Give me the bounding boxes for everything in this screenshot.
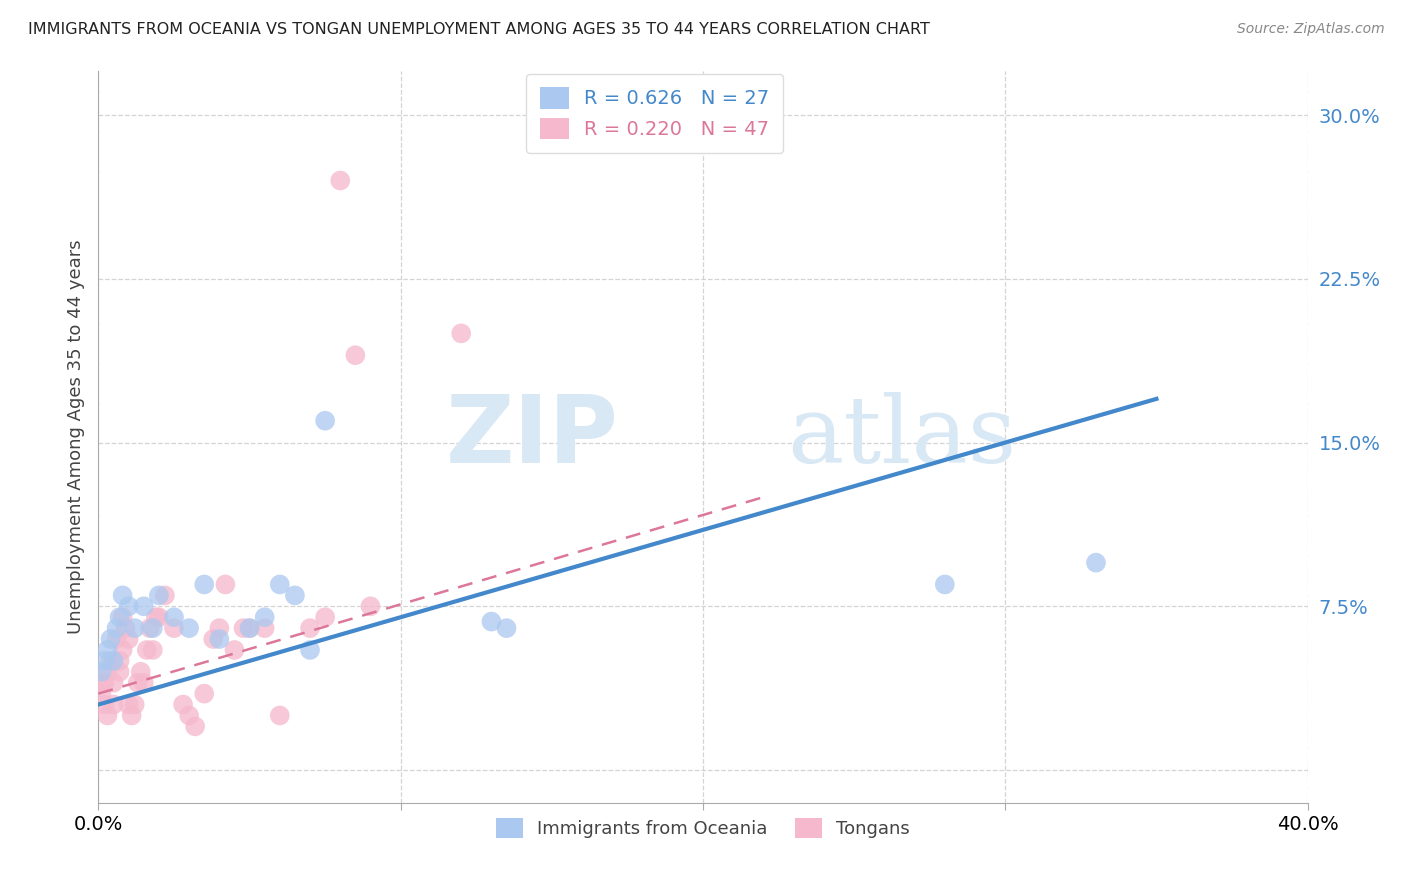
Point: [118, 632, 141, 646]
Point: [118, 599, 141, 614]
Point: [253, 610, 276, 624]
Point: [239, 621, 262, 635]
Point: [239, 621, 262, 635]
Point: [127, 675, 149, 690]
Point: [214, 577, 236, 591]
Point: [135, 643, 157, 657]
Point: [163, 610, 186, 624]
Point: [344, 348, 367, 362]
Point: [269, 577, 291, 591]
Point: [100, 632, 122, 646]
Text: IMMIGRANTS FROM OCEANIA VS TONGAN UNEMPLOYMENT AMONG AGES 35 TO 44 YEARS CORRELA: IMMIGRANTS FROM OCEANIA VS TONGAN UNEMPL…: [28, 22, 929, 37]
Text: atlas: atlas: [787, 392, 1017, 482]
Point: [253, 621, 276, 635]
Point: [111, 588, 134, 602]
Point: [193, 577, 215, 591]
Point: [202, 632, 225, 646]
Point: [284, 588, 307, 602]
Point: [299, 643, 322, 657]
Point: [481, 615, 503, 629]
Point: [105, 621, 128, 635]
Point: [139, 621, 162, 635]
Point: [93, 654, 115, 668]
Point: [148, 588, 170, 602]
Point: [450, 326, 472, 341]
Point: [299, 621, 322, 635]
Point: [179, 708, 201, 723]
Point: [90, 675, 112, 690]
Point: [96, 708, 118, 723]
Legend: Immigrants from Oceania, Tongans: Immigrants from Oceania, Tongans: [489, 811, 917, 845]
Point: [100, 654, 122, 668]
Y-axis label: Unemployment Among Ages 35 to 44 years: Unemployment Among Ages 35 to 44 years: [66, 240, 84, 634]
Point: [184, 719, 207, 733]
Point: [224, 643, 246, 657]
Point: [90, 687, 112, 701]
Point: [111, 610, 134, 624]
Point: [108, 654, 131, 668]
Point: [934, 577, 956, 591]
Text: Source: ZipAtlas.com: Source: ZipAtlas.com: [1237, 22, 1385, 37]
Point: [495, 621, 517, 635]
Point: [103, 654, 125, 668]
Point: [193, 687, 215, 701]
Text: ZIP: ZIP: [446, 391, 619, 483]
Point: [1085, 556, 1108, 570]
Point: [111, 643, 134, 657]
Point: [208, 632, 231, 646]
Point: [96, 665, 118, 679]
Point: [360, 599, 382, 614]
Point: [232, 621, 254, 635]
Point: [132, 675, 155, 690]
Point: [108, 610, 131, 624]
Point: [124, 621, 146, 635]
Point: [114, 621, 136, 635]
Point: [96, 643, 118, 657]
Point: [148, 610, 170, 624]
Point: [103, 698, 125, 712]
Point: [142, 621, 165, 635]
Point: [269, 708, 291, 723]
Point: [93, 698, 115, 712]
Point: [208, 621, 231, 635]
Point: [142, 643, 165, 657]
Point: [172, 698, 194, 712]
Point: [145, 610, 167, 624]
Point: [93, 675, 115, 690]
Point: [103, 675, 125, 690]
Point: [329, 173, 352, 187]
Point: [108, 665, 131, 679]
Point: [90, 665, 112, 679]
Point: [105, 632, 128, 646]
Point: [121, 708, 143, 723]
Point: [118, 698, 141, 712]
Point: [179, 621, 201, 635]
Point: [124, 698, 146, 712]
Point: [163, 621, 186, 635]
Point: [314, 414, 336, 428]
Point: [314, 610, 336, 624]
Point: [132, 599, 155, 614]
Point: [129, 665, 152, 679]
Point: [153, 588, 176, 602]
